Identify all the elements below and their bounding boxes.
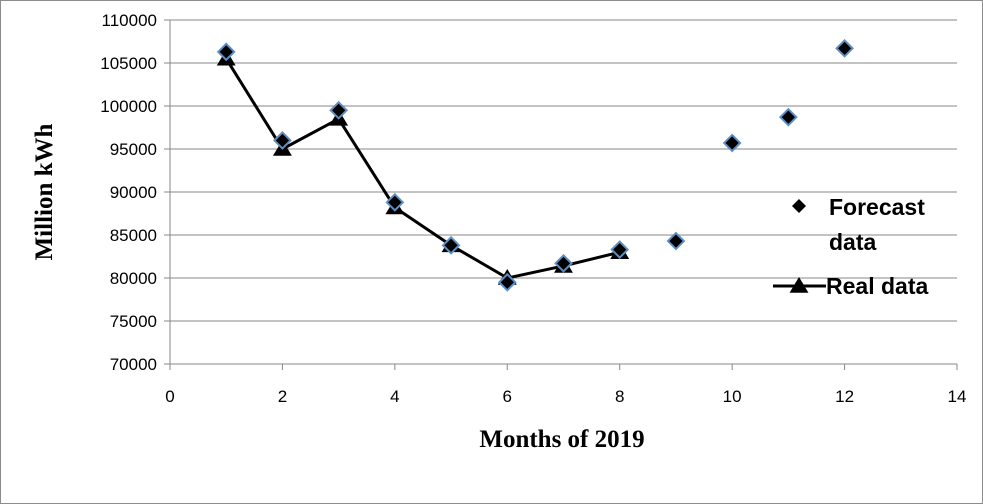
x-tick-labels: 0 2 4 6 8 10 12 14 xyxy=(165,387,966,406)
grid xyxy=(170,19,957,322)
x-tick-label: 4 xyxy=(390,387,399,406)
forecast-data-point xyxy=(273,130,292,150)
forecast-data-point xyxy=(666,231,686,251)
x-tick-label: 12 xyxy=(835,387,854,406)
forecast-data-point xyxy=(216,42,236,62)
legend: Forecast data Real data xyxy=(773,194,928,299)
forecast-data-point xyxy=(441,235,461,255)
forecast-data-point xyxy=(554,253,573,273)
y-tick-label: 90000 xyxy=(110,183,157,202)
forecast-data-point xyxy=(835,38,854,58)
axes xyxy=(164,19,958,370)
legend-forecast-marker xyxy=(792,199,806,213)
legend-forecast-label-line1: Forecast xyxy=(829,194,925,220)
real-data-series xyxy=(216,49,630,285)
y-tick-label: 100000 xyxy=(100,97,157,116)
y-tick-label: 75000 xyxy=(110,312,157,331)
y-tick-label: 105000 xyxy=(100,54,157,73)
y-tick-label: 80000 xyxy=(110,269,157,288)
y-tick-label: 70000 xyxy=(110,355,157,374)
forecast-data-series xyxy=(216,38,854,292)
x-tick-label: 2 xyxy=(278,387,287,406)
forecast-data-point xyxy=(385,192,405,212)
y-tick-label: 95000 xyxy=(110,140,157,159)
legend-real-label: Real data xyxy=(826,273,928,299)
x-tick-label: 14 xyxy=(948,387,967,406)
real-data-line xyxy=(224,57,621,280)
y-tick-labels: 70000 75000 80000 85000 90000 95000 100000 1050… xyxy=(100,11,157,374)
x-tick-label: 10 xyxy=(723,387,742,406)
legend-forecast-label-line2: data xyxy=(829,229,877,255)
legend-real-triangle xyxy=(789,277,809,293)
x-axis-title: Months of 2019 xyxy=(479,426,644,453)
x-tick-label: 8 xyxy=(615,387,624,406)
forecast-data-point xyxy=(778,107,798,127)
x-tick-label: 0 xyxy=(165,387,174,406)
y-tick-label: 85000 xyxy=(110,226,157,245)
forecast-data-point xyxy=(329,100,349,120)
forecast-data-point xyxy=(610,240,630,260)
forecast-data-point xyxy=(497,272,517,292)
x-tick-label: 6 xyxy=(503,387,512,406)
legend-forecast-diamond xyxy=(792,199,806,213)
y-tick-label: 110000 xyxy=(102,11,157,30)
forecast-data-point xyxy=(722,133,742,153)
y-axis-title: Million kWh xyxy=(31,123,58,260)
legend-real-marker xyxy=(773,277,826,293)
